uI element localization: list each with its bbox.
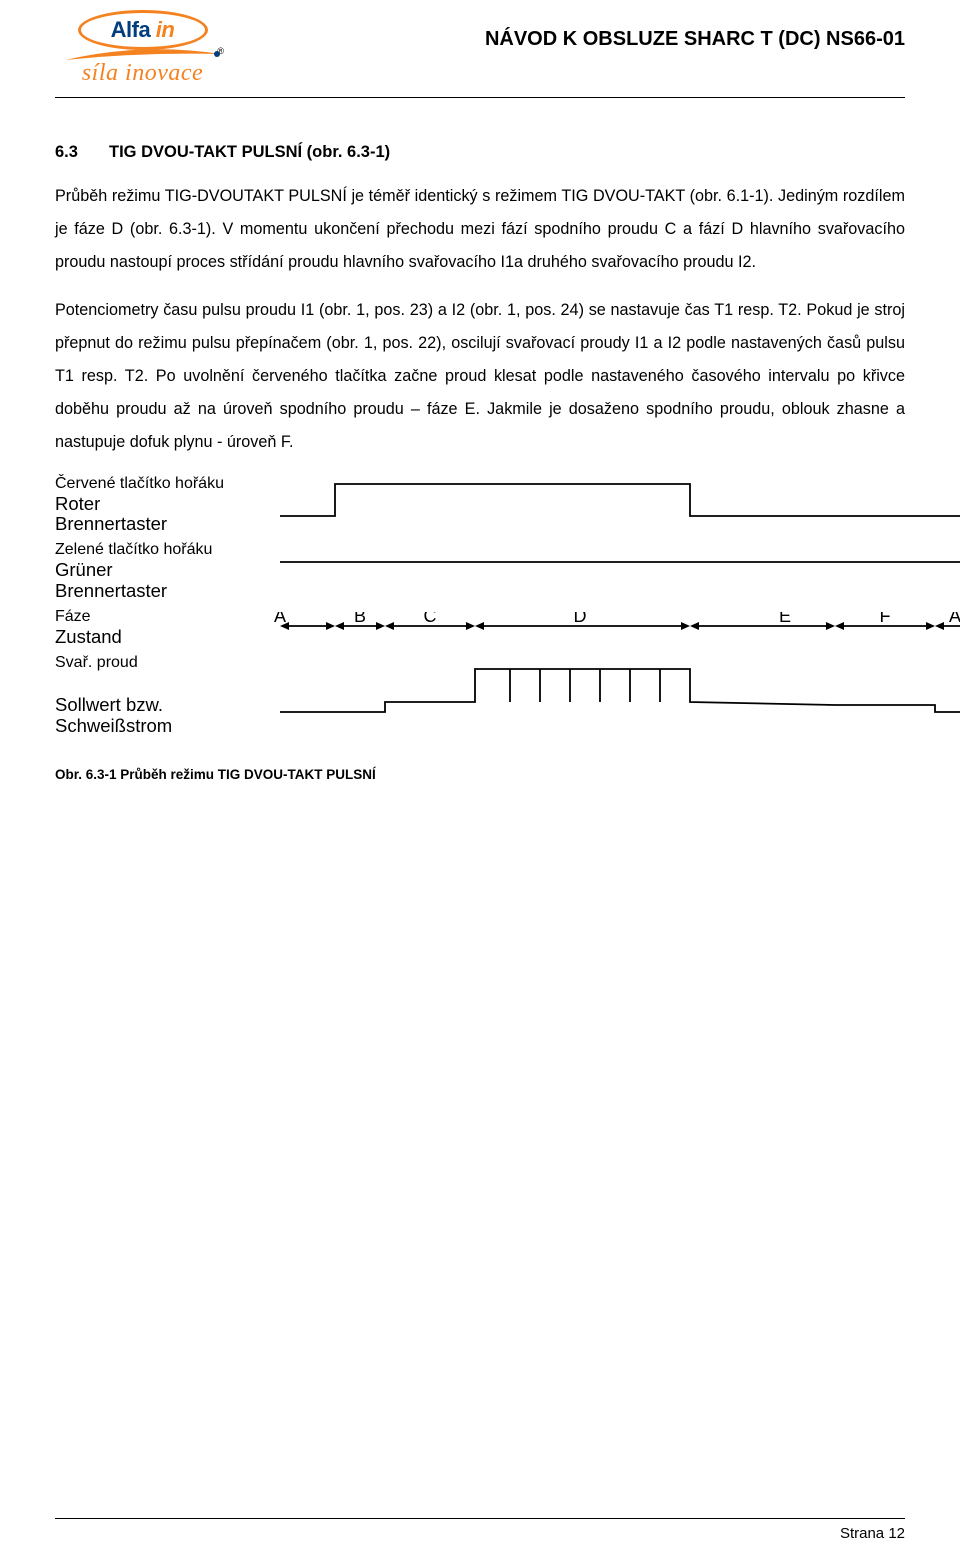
page-number: Strana 12 (840, 1525, 905, 1542)
logo-oval: Alfa in (78, 10, 208, 50)
svg-text:B: B (354, 612, 366, 626)
green-button-waveform (255, 544, 960, 569)
paragraph-2: Potenciometry času pulsu proudu I1 (obr.… (55, 294, 905, 460)
svg-text:C: C (424, 612, 437, 626)
diagram-label-phase-cz: Fáze (55, 607, 255, 627)
diagram-label-green-de2: Brennertaster (55, 581, 255, 601)
page-footer: Strana 12 (55, 1518, 905, 1542)
paragraph-1: Průběh režimu TIG-DVOUTAKT PULSNÍ je tém… (55, 180, 905, 280)
diagram-label-current-de2: Schweißstrom (55, 716, 255, 736)
logo-text-main: Alfa (111, 17, 151, 42)
logo-text-in: in (150, 17, 174, 42)
logo: Alfa in ® síla inovace (55, 10, 230, 87)
diagram-label-phase-de: Zustand (55, 627, 255, 647)
diagram-label-current-de1: Sollwert bzw. (55, 695, 255, 715)
diagram-label-green-cz: Zelené tlačítko hořáku (55, 540, 255, 560)
svg-text:A: A (274, 612, 286, 626)
welding-current-waveform (255, 657, 960, 732)
timing-diagram: Červené tlačítko hořáku Roter Brennertas… (55, 474, 905, 738)
logo-swoosh-icon (63, 46, 223, 66)
svg-text:A: A (949, 612, 960, 626)
page-header: Alfa in ® síla inovace NÁVOD K OBSLUZE S… (55, 10, 905, 98)
section-title: TIG DVOU-TAKT PULSNÍ (obr. 6.3-1) (109, 143, 390, 162)
diagram-label-red-cz: Červené tlačítko hořáku (55, 474, 255, 494)
diagram-label-green-de1: Grüner (55, 560, 255, 580)
red-button-waveform (255, 478, 960, 523)
svg-text:F: F (880, 612, 891, 626)
section-heading: 6.3 TIG DVOU-TAKT PULSNÍ (obr. 6.3-1) (55, 143, 905, 162)
figure-caption: Obr. 6.3-1 Průběh režimu TIG DVOU-TAKT P… (55, 767, 905, 782)
svg-text:E: E (779, 612, 791, 626)
diagram-label-red-de1: Roter (55, 494, 255, 514)
section-number: 6.3 (55, 143, 109, 162)
diagram-label-red-de2: Brennertaster (55, 514, 255, 534)
document-title: NÁVOD K OBSLUZE SHARC T (DC) NS66-01 (485, 28, 905, 51)
svg-text:D: D (574, 612, 587, 626)
diagram-label-current-cz: Svař. proud (55, 653, 255, 673)
logo-text: Alfa in (111, 17, 175, 43)
phase-markers: ABCDEFA (255, 612, 960, 642)
